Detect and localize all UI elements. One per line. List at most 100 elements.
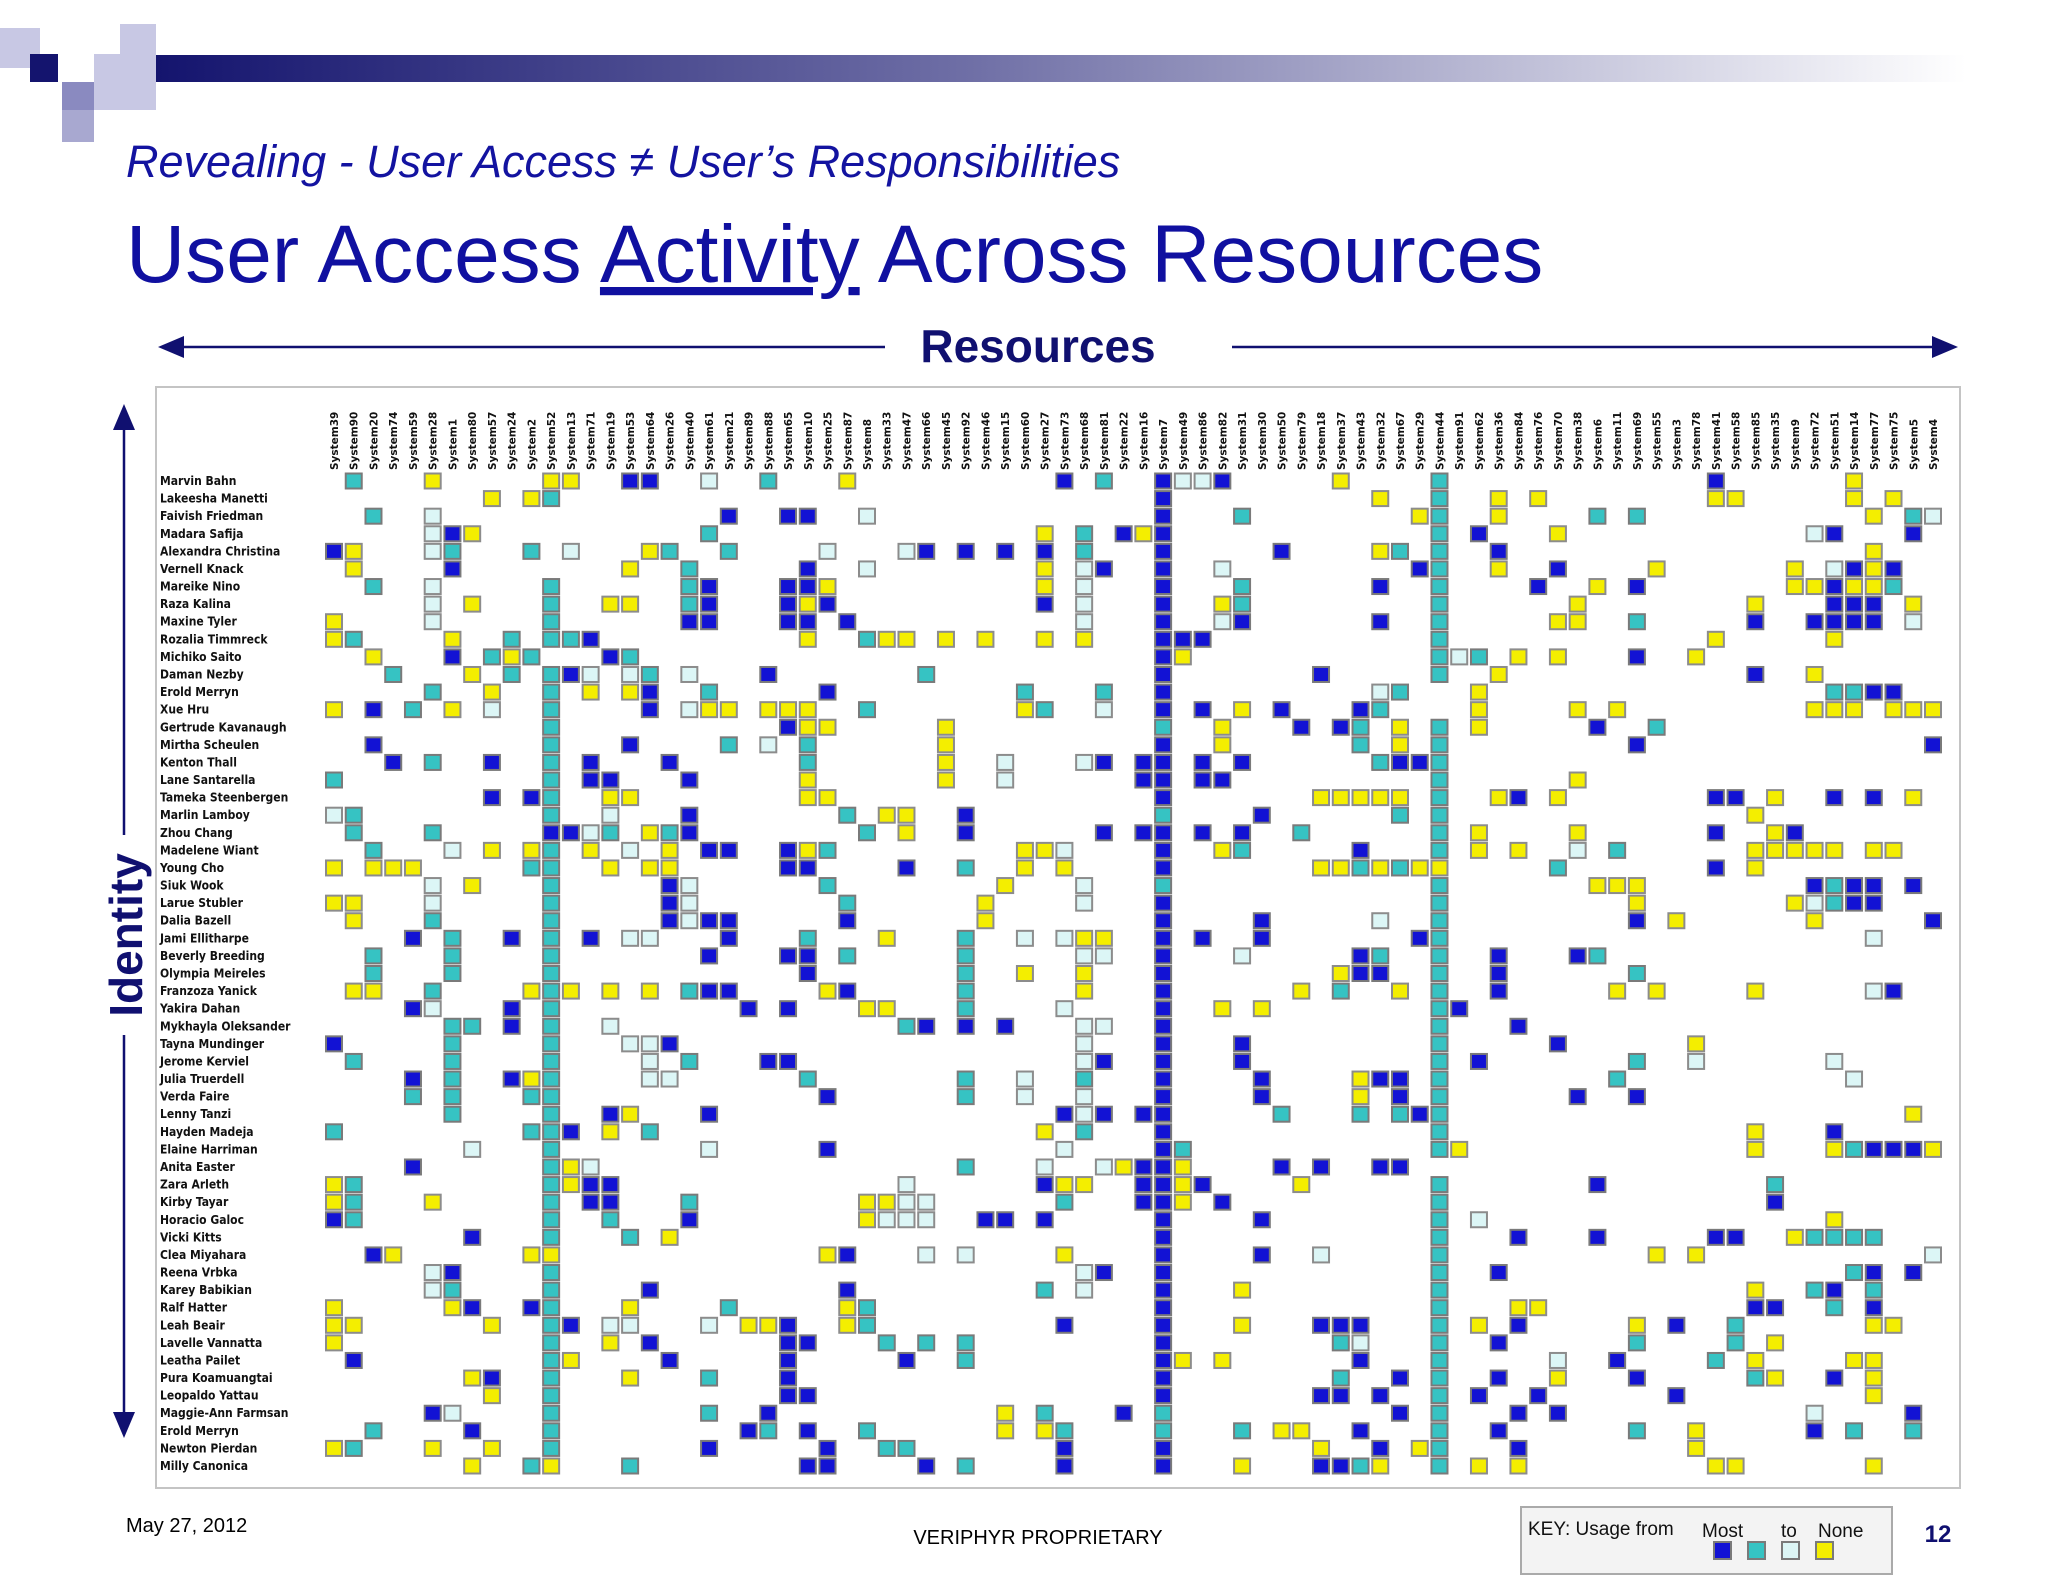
cell xyxy=(1312,665,1331,683)
cell xyxy=(1687,1422,1706,1440)
cell xyxy=(1825,630,1844,648)
cell xyxy=(1430,1035,1449,1053)
cell xyxy=(700,982,719,1000)
cell xyxy=(1706,859,1725,877)
cell xyxy=(364,982,383,1000)
cell xyxy=(403,929,422,947)
column-label: System38 xyxy=(1573,412,1585,470)
cell xyxy=(1430,753,1449,771)
resources-arrow xyxy=(158,336,1958,358)
cell xyxy=(443,1299,462,1317)
cell xyxy=(1825,894,1844,912)
cell xyxy=(1430,1439,1449,1457)
column-label: System25 xyxy=(823,412,835,470)
cell xyxy=(858,1193,876,1211)
cell xyxy=(976,630,995,648)
cell xyxy=(542,1246,561,1264)
cell xyxy=(1845,595,1864,613)
cell xyxy=(542,982,561,1000)
cell xyxy=(1924,912,1942,930)
date: May 27, 2012 xyxy=(126,1515,247,1537)
cell xyxy=(443,1105,462,1123)
cell xyxy=(1173,472,1192,490)
cell xyxy=(1272,1158,1291,1176)
cell xyxy=(858,1000,876,1018)
cell xyxy=(1154,824,1173,842)
cell xyxy=(1154,490,1173,508)
cell xyxy=(1529,578,1548,596)
cell xyxy=(1391,753,1409,771)
cell xyxy=(719,1299,738,1317)
cell xyxy=(779,1369,798,1387)
cell xyxy=(581,665,600,683)
cell xyxy=(443,1017,462,1035)
cell xyxy=(1924,1140,1942,1158)
cell xyxy=(719,542,738,560)
cell xyxy=(542,665,561,683)
column-label: System81 xyxy=(1099,412,1111,470)
cell xyxy=(996,771,1015,789)
cell xyxy=(1845,1140,1864,1158)
cell xyxy=(1075,1281,1094,1299)
cell xyxy=(1785,578,1804,596)
cell xyxy=(779,1334,798,1352)
cell xyxy=(542,718,561,736)
key-swatch xyxy=(1781,1541,1800,1560)
column-label: System67 xyxy=(1395,412,1407,470)
cell xyxy=(561,1123,580,1141)
column-label: System77 xyxy=(1869,412,1881,470)
cell xyxy=(542,1123,561,1141)
cell xyxy=(1489,947,1508,965)
cell xyxy=(1884,982,1903,1000)
cell xyxy=(621,595,640,613)
column-label: System76 xyxy=(1533,412,1545,470)
cell xyxy=(1904,1264,1923,1282)
cell xyxy=(423,1264,442,1282)
cell xyxy=(1588,877,1607,895)
cell xyxy=(1845,613,1864,631)
cell xyxy=(1864,613,1883,631)
cell xyxy=(1075,630,1094,648)
cell xyxy=(798,507,817,525)
cell xyxy=(798,1334,817,1352)
cell xyxy=(700,1105,719,1123)
cell xyxy=(581,683,600,701)
cell xyxy=(1154,753,1173,771)
cell xyxy=(463,595,482,613)
cell xyxy=(719,736,738,754)
cell xyxy=(1430,1422,1449,1440)
cell xyxy=(1805,613,1824,631)
column-label: System46 xyxy=(980,412,992,470)
cell xyxy=(1351,701,1370,719)
cell xyxy=(1430,877,1449,895)
column-label: System79 xyxy=(1296,412,1308,470)
cell xyxy=(443,630,462,648)
cell xyxy=(1687,1052,1706,1070)
cell xyxy=(443,841,462,859)
cell xyxy=(443,929,462,947)
cell xyxy=(680,701,699,719)
cell xyxy=(581,1158,600,1176)
cell xyxy=(542,877,561,895)
cell xyxy=(1430,560,1449,578)
cell xyxy=(1055,1316,1074,1334)
cell xyxy=(1904,701,1923,719)
cell xyxy=(1864,789,1883,807)
cell xyxy=(1035,1422,1054,1440)
cell xyxy=(344,1316,363,1334)
cell xyxy=(542,1211,561,1229)
cell xyxy=(1568,771,1587,789)
row-label: Franzoza Yanick xyxy=(160,984,258,998)
cell xyxy=(1627,1334,1646,1352)
cell xyxy=(1825,1123,1844,1141)
cell xyxy=(660,912,679,930)
cell xyxy=(1312,1316,1331,1334)
row-label: Vicki Kitts xyxy=(160,1230,222,1244)
cell xyxy=(1627,1316,1646,1334)
cell xyxy=(1489,1334,1508,1352)
cell xyxy=(660,753,679,771)
cell xyxy=(423,982,442,1000)
cell xyxy=(1430,1052,1449,1070)
row-label: Julia Truerdell xyxy=(159,1072,244,1086)
cell xyxy=(759,701,778,719)
